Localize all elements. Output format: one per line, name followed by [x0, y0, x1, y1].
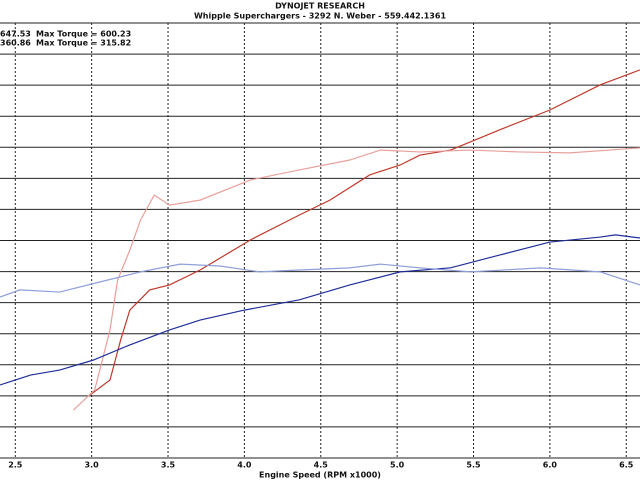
x-axis-label: Engine Speed (RPM x1000)	[259, 471, 381, 480]
chart-title: DYNOJET RESEARCH	[275, 2, 365, 11]
annotation: 647.53	[0, 30, 31, 39]
data-line	[72, 147, 640, 411]
x-tick-label: 3.5	[161, 461, 176, 470]
annotation: Max Torque = 315.82	[36, 39, 131, 48]
x-tick-label: 5.5	[466, 461, 481, 470]
data-line	[89, 69, 640, 396]
x-tick-label: 4.0	[237, 461, 252, 470]
x-tick-label: 2.5	[8, 461, 23, 470]
annotation: Max Torque = 600.23	[36, 30, 131, 39]
x-tick-label: 3.0	[85, 461, 100, 470]
chart-subtitle: Whipple Superchargers - 3292 N. Weber - …	[194, 12, 446, 21]
x-tick-label: 6.5	[619, 461, 634, 470]
x-tick-label: 6.0	[543, 461, 558, 470]
data-line	[0, 263, 640, 298]
data-line	[0, 234, 640, 386]
x-tick-label: 4.5	[314, 461, 329, 470]
x-tick-label: 5.0	[390, 461, 405, 470]
